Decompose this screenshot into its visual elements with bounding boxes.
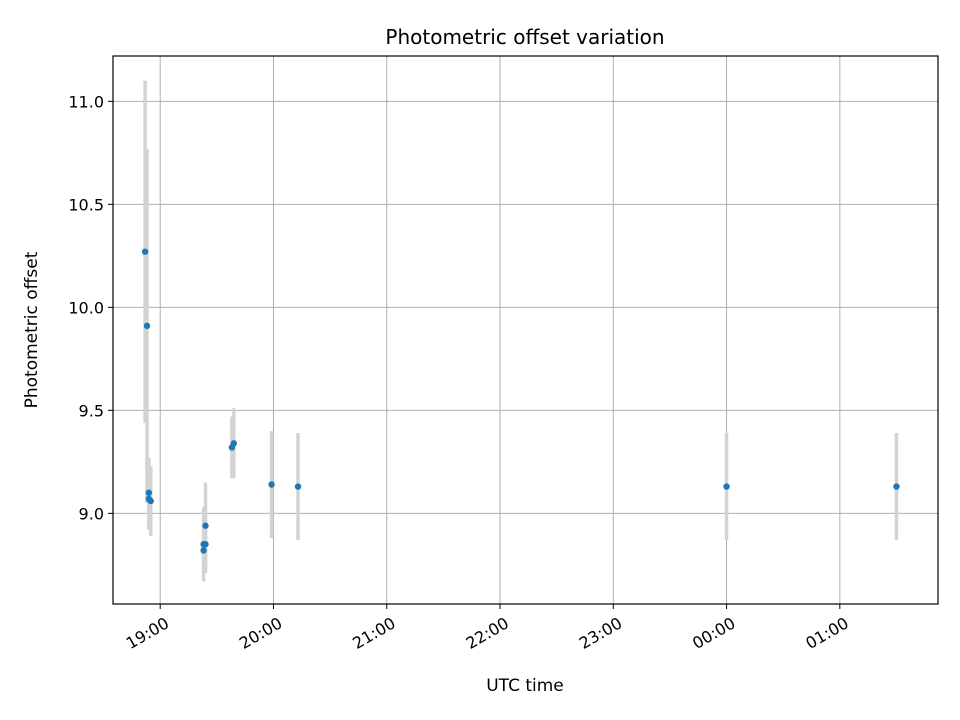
x-tick-label: 20:00 [236,613,285,653]
x-tick-label: 19:00 [123,613,172,653]
data-point [893,483,900,490]
grid-lines [113,56,938,604]
y-tick-label: 10.0 [68,298,104,317]
data-point [145,489,153,496]
data-point [230,440,238,447]
data-point [202,522,209,529]
data-point [202,541,209,548]
data-points [141,248,900,554]
data-point [723,483,730,490]
error-bars [143,80,899,582]
data-point [141,248,149,255]
y-tick-label: 10.5 [68,195,104,214]
chart-title: Photometric offset variation [385,25,664,49]
x-tick-label: 01:00 [802,613,851,653]
x-tick-label: 22:00 [463,613,512,653]
y-tick-label: 9.5 [79,401,104,420]
x-tick-label: 23:00 [576,613,625,653]
x-axis-label: UTC time [486,676,564,696]
data-point [268,481,275,488]
axis-ticks: 19:00 20:00 21:00 22:00 23:00 00:00 01:00 9.0 9.… [68,92,851,653]
plot-frame [112,55,939,605]
data-point [147,497,154,505]
data-point [294,483,302,490]
x-tick-label: 21:00 [349,613,398,653]
y-axis-label: Photometric offset [22,251,42,408]
y-tick-label: 9.0 [79,504,104,523]
x-tick-label: 00:00 [689,613,738,653]
y-tick-label: 11.0 [68,92,104,111]
data-point [200,547,207,554]
data-point [143,322,151,330]
